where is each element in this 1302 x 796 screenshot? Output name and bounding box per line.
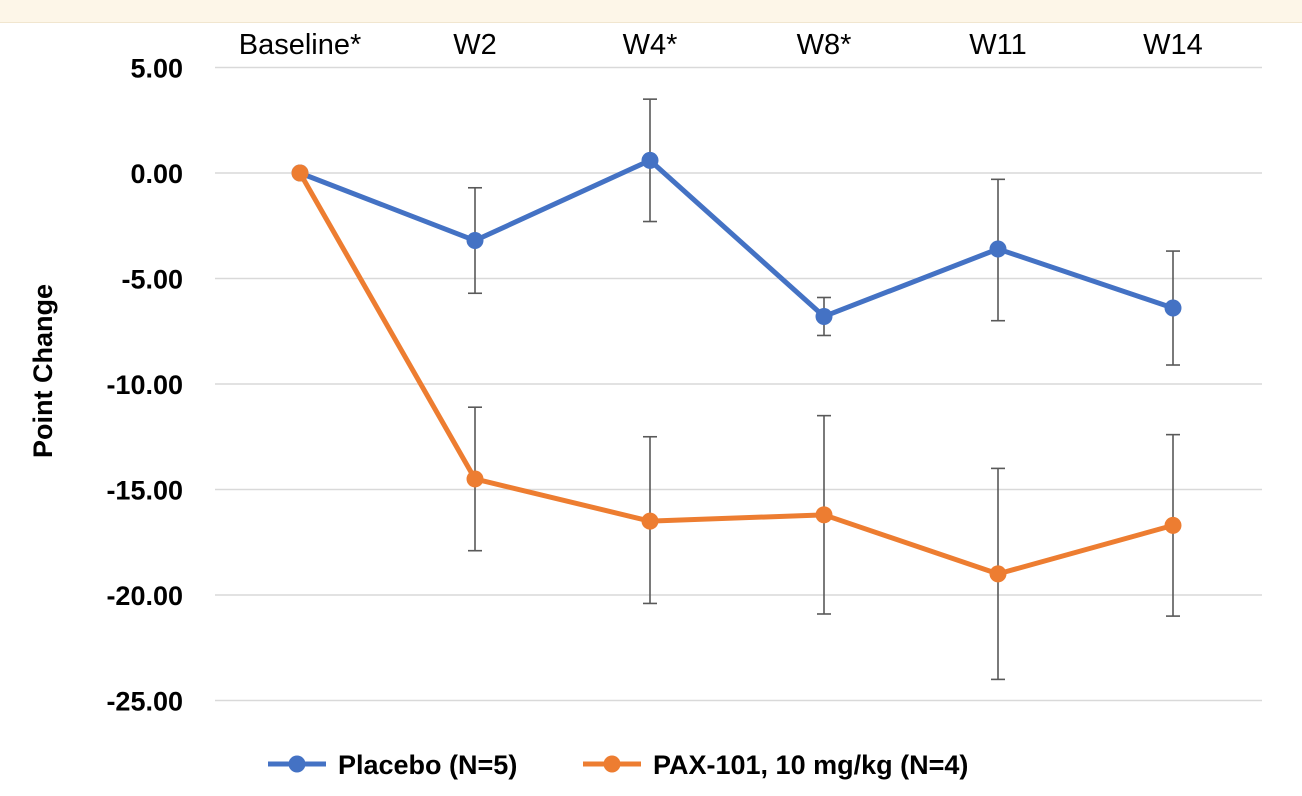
data-point [466, 232, 484, 250]
data-point [815, 307, 833, 325]
y-tick-label: -20.00 [106, 581, 183, 611]
x-tick-label: W4* [623, 29, 678, 61]
y-axis-ticks: 5.00 0.00 -5.00 -10.00 -15.00 -20.00 -25.00 [106, 54, 183, 717]
x-tick-label: Baseline* [239, 29, 362, 61]
data-point [641, 512, 659, 530]
top-highlight-band [0, 0, 1302, 23]
legend-item[interactable]: Placebo (N=5) [268, 750, 517, 780]
data-points [291, 151, 1182, 583]
data-point [1164, 299, 1182, 317]
data-point [1164, 516, 1182, 534]
gridlines [215, 66, 1262, 702]
legend-swatch-marker [288, 755, 306, 773]
y-tick-label: -5.00 [121, 265, 183, 295]
legend-label: PAX-101, 10 mg/kg (N=4) [653, 750, 968, 780]
y-tick-label: 5.00 [130, 54, 183, 84]
data-point [291, 164, 309, 182]
x-tick-label: W2 [453, 29, 497, 61]
x-tick-label: W8* [797, 29, 852, 61]
legend[interactable]: Placebo (N=5) PAX-101, 10 mg/kg (N=4) [268, 750, 968, 780]
y-axis-label: Point Change [28, 284, 58, 458]
data-point [989, 240, 1007, 258]
legend-item[interactable]: PAX-101, 10 mg/kg (N=4) [583, 750, 968, 780]
data-point [989, 565, 1007, 583]
y-tick-label: 0.00 [130, 159, 183, 189]
x-tick-label: W11 [969, 29, 1026, 61]
series-lines [297, 157, 1176, 577]
series-line [297, 157, 1176, 319]
y-tick-label: -10.00 [106, 370, 183, 400]
x-tick-label: W14 [1143, 29, 1203, 61]
error-bars [468, 98, 1180, 681]
x-axis-ticks: Baseline* W2 W4* W8* W11 W14 [239, 29, 1203, 61]
data-point [466, 470, 484, 488]
data-point [815, 506, 833, 524]
legend-label: Placebo (N=5) [338, 750, 517, 780]
y-tick-label: -15.00 [106, 476, 183, 506]
data-point [641, 151, 659, 169]
y-tick-label: -25.00 [106, 687, 183, 717]
legend-swatch-marker [603, 755, 621, 773]
series-line [297, 170, 1176, 577]
